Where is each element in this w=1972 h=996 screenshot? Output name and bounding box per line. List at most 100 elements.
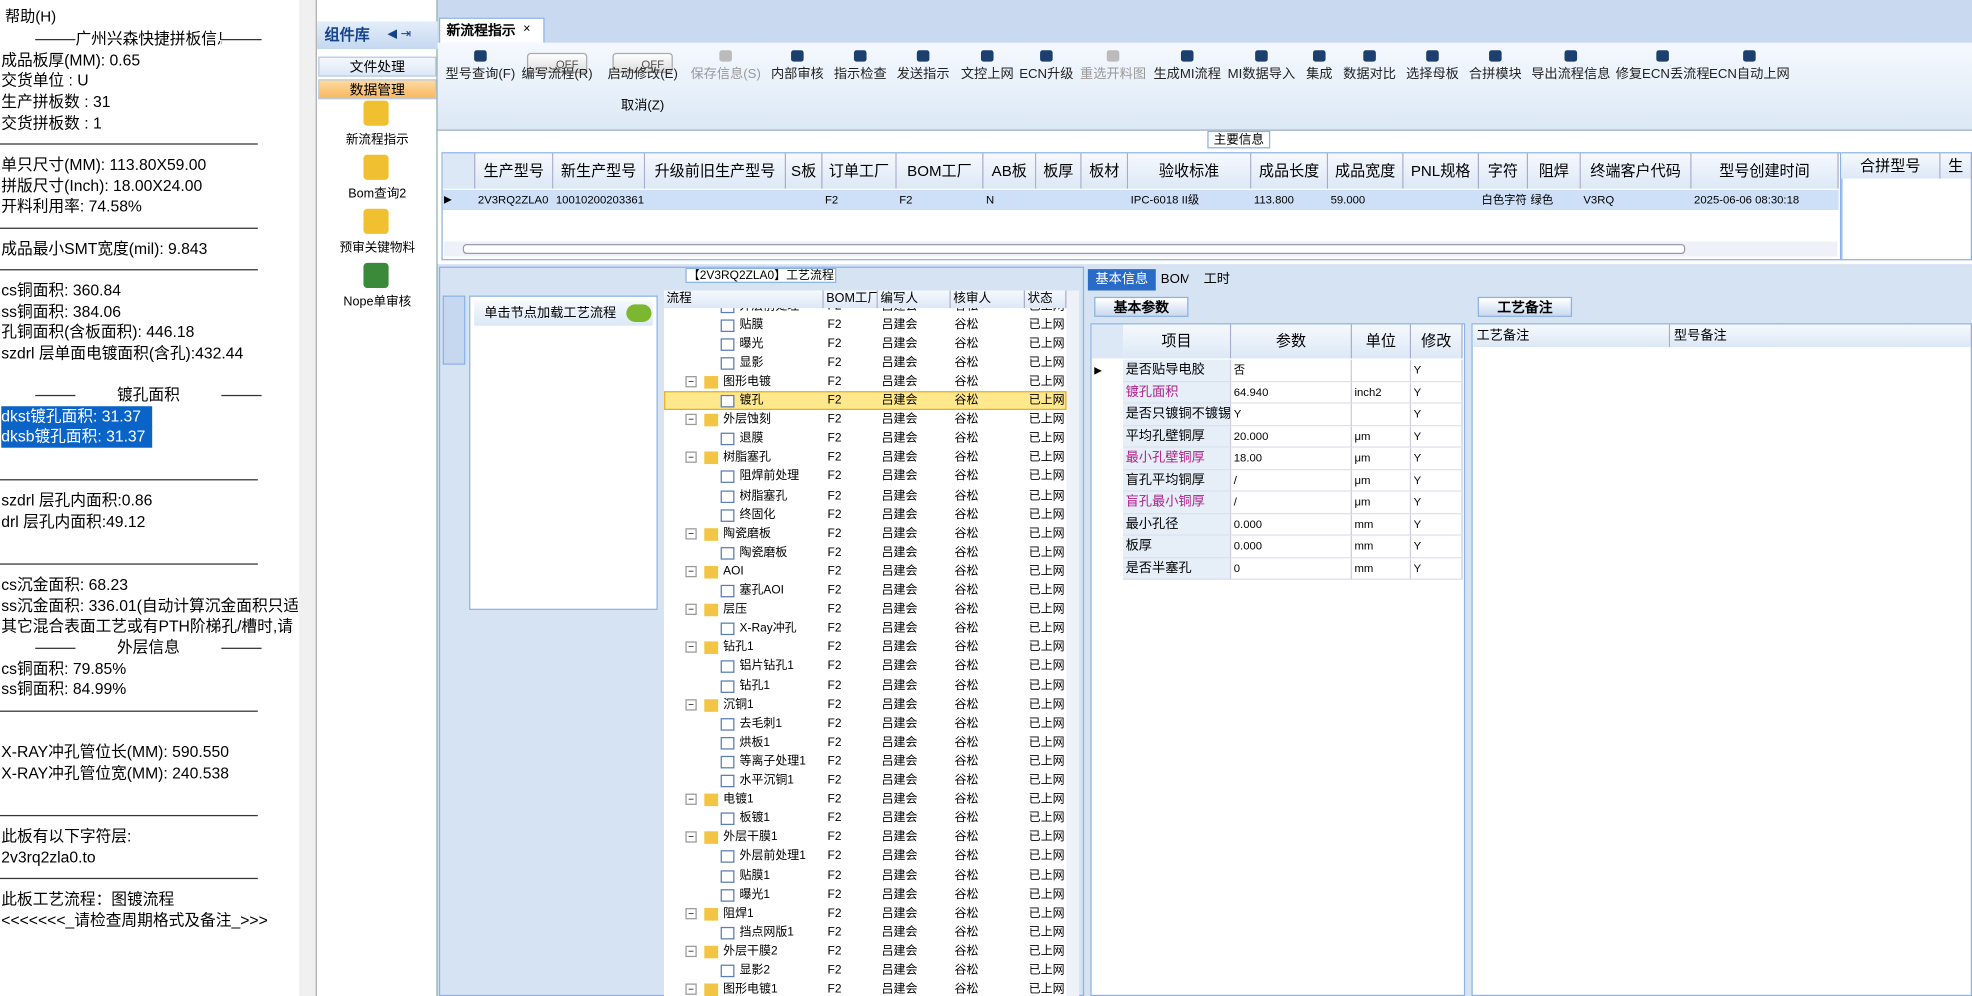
column-header[interactable]: 字符	[1478, 153, 1529, 189]
cell[interactable]: V3RQ	[1583, 193, 1615, 207]
column-header[interactable]: 流程	[664, 290, 824, 309]
sidebar-icon[interactable]	[363, 154, 389, 180]
sidebar-icon[interactable]	[363, 100, 389, 126]
tree-node[interactable]: 陶瓷磨板	[739, 545, 788, 560]
remarks-tab[interactable]: 工艺备注	[1477, 296, 1573, 317]
column-header[interactable]: 单位	[1351, 324, 1412, 359]
sidebar-icon[interactable]	[363, 208, 389, 234]
tree-node[interactable]: 塞孔AOI	[739, 583, 784, 598]
column-header[interactable]: 阻焊	[1528, 153, 1581, 189]
column-header[interactable]: AB板	[983, 153, 1037, 189]
sidebar-item[interactable]: Nope单审核	[343, 295, 412, 310]
column-header[interactable]: 成品长度	[1251, 153, 1329, 189]
cell[interactable]: F2	[899, 193, 913, 207]
tree-node[interactable]: X-Ray冲孔	[739, 621, 797, 636]
tree-node[interactable]: 图形电镀	[723, 374, 771, 389]
detail-tab[interactable]: 基本信息	[1087, 269, 1156, 291]
tree-node[interactable]: 外层干膜1	[723, 830, 778, 845]
tree-node[interactable]: 外层干膜2	[723, 944, 778, 959]
column-header[interactable]: 工艺备注	[1472, 324, 1671, 348]
tree-node[interactable]: 层压	[723, 602, 748, 617]
toolbar-button[interactable]: 合拼模块	[1468, 66, 1522, 82]
column-header[interactable]: BOM工厂	[823, 290, 878, 309]
tree-node[interactable]: 阻焊1	[723, 906, 754, 921]
tree-node[interactable]: 终固化	[739, 507, 776, 522]
cell[interactable]: IPC-6018 II级	[1130, 193, 1200, 207]
column-header[interactable]: 编写人	[877, 290, 951, 309]
toolbar-button[interactable]: 内部审核	[770, 66, 824, 82]
toolbar-button[interactable]: 生成MI流程	[1153, 66, 1221, 82]
tree-node[interactable]: 水平沉铜1	[739, 773, 794, 788]
tree-node[interactable]: 阻焊前处理	[739, 469, 800, 484]
cell[interactable]: 59.000	[1330, 193, 1366, 207]
tree-node[interactable]: 等离子处理1	[739, 754, 806, 769]
cell[interactable]: 白色字符	[1481, 193, 1527, 207]
tree-node[interactable]: 外层蚀刻	[723, 412, 771, 427]
toolbar-button[interactable]: 编写流程(R)	[521, 66, 593, 82]
tree-node[interactable]: 电镀1	[723, 792, 754, 807]
sidebar-item[interactable]: Bom查询2	[348, 187, 407, 202]
sidebar-icon[interactable]	[363, 262, 389, 289]
toolbar-button[interactable]: 数据对比	[1343, 66, 1396, 82]
column-header[interactable]: 生	[1940, 153, 1972, 179]
toolbar-button[interactable]: 导出流程信息	[1531, 66, 1611, 82]
tree-node[interactable]: 曝光1	[739, 887, 771, 902]
tree-node[interactable]: 曝光	[739, 336, 764, 351]
column-header[interactable]: 核审人	[950, 290, 1025, 309]
column-header[interactable]: 修改	[1411, 324, 1463, 359]
column-header[interactable]: PNL规格	[1403, 153, 1479, 189]
params-tab[interactable]: 基本参数	[1094, 296, 1189, 317]
column-header[interactable]: 生产型号	[475, 153, 554, 189]
tree-node[interactable]: 贴膜1	[739, 868, 771, 883]
tree-node[interactable]: 外层前处理	[739, 308, 821, 315]
toolbar-button[interactable]: 重选开料图	[1080, 66, 1147, 82]
tree-node[interactable]: 烘板1	[739, 735, 771, 750]
column-header[interactable]: 板厚	[1036, 153, 1082, 189]
toggle-switch[interactable]: OFF	[612, 52, 673, 73]
detail-tab[interactable]: BOM	[1160, 271, 1189, 287]
cell[interactable]: 2025-06-06 08:30:18	[1694, 193, 1800, 207]
tree-node[interactable]: 挡点网版1	[739, 925, 794, 940]
tab[interactable]: 新流程指示	[438, 17, 545, 43]
toolbar-button[interactable]: 取消(Z)	[621, 98, 665, 114]
column-header[interactable]: 终端客户代码	[1580, 153, 1692, 189]
tree-node[interactable]: 去毛刺1	[739, 716, 783, 731]
column-header[interactable]: 合拼型号	[1841, 153, 1941, 179]
cell[interactable]: 10010200203361	[555, 193, 645, 207]
cell[interactable]: 2V3RQ2ZLA0	[477, 193, 549, 207]
column-header[interactable]: 订单工厂	[822, 153, 897, 189]
toolbar-button[interactable]: ECN自动上网	[1709, 66, 1790, 82]
column-header[interactable]: 验收标准	[1128, 153, 1252, 189]
sidebar-button[interactable]: 数据管理	[318, 79, 437, 100]
toolbar-button[interactable]: ECN升级	[1019, 66, 1074, 82]
toolbar-button[interactable]: 集成	[1306, 66, 1333, 82]
tree-node[interactable]: AOI	[723, 564, 744, 579]
sidebar-item[interactable]: 预审关键物料	[339, 241, 416, 256]
column-header[interactable]: 型号备注	[1670, 324, 1972, 348]
toolbar-button[interactable]: 修复ECN丢流程	[1615, 66, 1710, 82]
tree-node[interactable]: 树脂塞孔	[723, 450, 771, 465]
toolbar-button[interactable]: 指示检查	[833, 66, 887, 82]
column-header[interactable]: BOM工厂	[896, 153, 984, 189]
tree-node[interactable]: 树脂塞孔	[739, 488, 788, 503]
toolbar-button[interactable]: 启动修改(E)	[607, 66, 678, 82]
toolbar-button[interactable]: 选择母板	[1406, 66, 1459, 82]
column-header[interactable]: 板材	[1081, 153, 1129, 189]
column-header[interactable]: 项目	[1123, 324, 1232, 359]
tree-node[interactable]: 沉铜1	[723, 697, 754, 712]
column-header[interactable]: 新生产型号	[553, 153, 646, 189]
toolbar-button[interactable]: 保存信息(S)	[690, 66, 761, 82]
tree-node[interactable]: 外层前处理1	[739, 849, 806, 864]
toolbar-button[interactable]: MI数据导入	[1227, 66, 1296, 82]
cell[interactable]: 113.800	[1253, 193, 1294, 207]
column-header[interactable]: 状态	[1024, 290, 1067, 309]
tree-node[interactable]: 钻孔1	[723, 640, 754, 655]
column-header[interactable]: 升级前旧生产型号	[645, 153, 787, 189]
tree-node[interactable]: 贴膜	[739, 317, 764, 332]
tree-node[interactable]: 板镀1	[739, 811, 771, 826]
toolbar-button[interactable]: 文控上网	[960, 66, 1014, 82]
sidebar-item[interactable]: 新流程指示	[345, 133, 409, 148]
column-header[interactable]: 参数	[1231, 324, 1352, 359]
tree-node[interactable]: 图形电镀1	[723, 982, 778, 996]
column-header[interactable]: 成品宽度	[1328, 153, 1404, 189]
